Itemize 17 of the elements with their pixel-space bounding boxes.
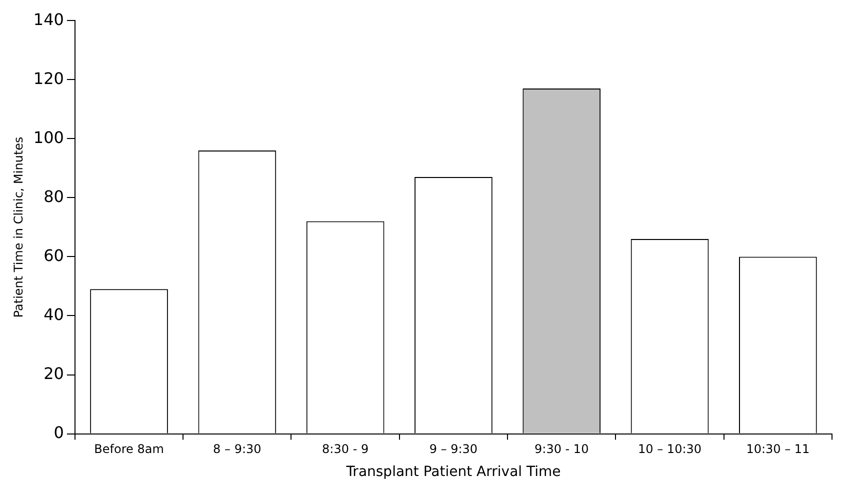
x-tick-label: Before 8am xyxy=(94,442,164,456)
x-axis-title: Transplant Patient Arrival Time xyxy=(345,464,561,480)
y-tick-label: 100 xyxy=(33,128,64,147)
x-tick-label: 8 – 9:30 xyxy=(213,442,262,456)
y-tick-label: 60 xyxy=(44,246,64,265)
y-tick-label: 80 xyxy=(44,186,64,206)
x-tick-label: 9 – 9:30 xyxy=(429,442,478,456)
x-tick-label: 9:30 - 10 xyxy=(534,442,589,456)
x-tick-label: 10:30 – 11 xyxy=(746,442,810,456)
y-tick-label: 140 xyxy=(33,10,64,29)
x-tick-label: 8:30 - 9 xyxy=(322,442,369,456)
y-tick-label: 20 xyxy=(44,364,64,383)
y-tick-label: 0 xyxy=(54,422,64,442)
y-axis-title: Patient Time in Clinic, Minutes xyxy=(11,136,26,318)
y-tick-label: 40 xyxy=(44,304,64,324)
y-tick-label: 120 xyxy=(33,68,64,88)
x-tick-label: 10 – 10:30 xyxy=(638,442,702,456)
